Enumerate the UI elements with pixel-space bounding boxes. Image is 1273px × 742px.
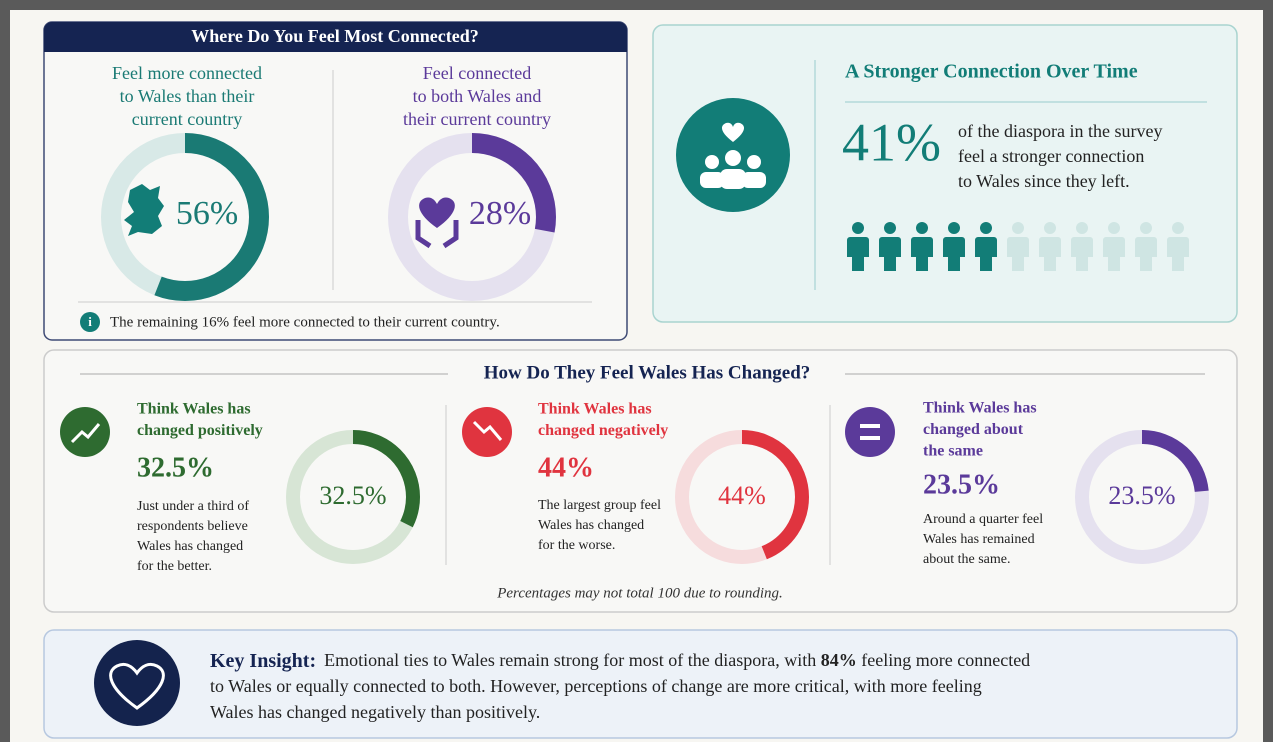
description: about the same. — [923, 552, 1010, 567]
donut-arc — [286, 430, 420, 564]
description: for the worse. — [538, 538, 615, 553]
trend-up-icon — [60, 407, 110, 457]
big-number: 23.5% — [923, 469, 1000, 500]
caption: Think Wales has — [137, 401, 251, 418]
description: Wales has changed — [137, 539, 243, 554]
donut-arc — [101, 133, 269, 301]
caption: Feel more connected — [112, 63, 262, 83]
description: for the better. — [137, 559, 212, 574]
description: of the diaspora in the survey — [958, 121, 1162, 141]
description: The largest group feel — [538, 498, 661, 513]
description: Around a quarter feel — [923, 512, 1043, 527]
description: to Wales since they left. — [958, 171, 1130, 191]
caption: to Wales than their — [120, 86, 255, 106]
equal-glyph — [860, 424, 880, 440]
donut-label: 56% — [176, 195, 238, 232]
title: Where Do You Feel Most Connected? — [191, 26, 478, 46]
big-number: 41% — [842, 112, 941, 172]
title: A Stronger Connection Over Time — [845, 61, 1138, 83]
caption: Feel connected — [423, 63, 531, 83]
info-icon-glyph: i — [88, 314, 92, 329]
insight-line: Key Insight: Emotional ties to Wales rema… — [210, 650, 1030, 672]
caption: changed positively — [137, 422, 263, 439]
handshake-icon — [94, 640, 180, 726]
text: feeling more connected — [857, 650, 1030, 670]
wales-icon — [124, 184, 164, 236]
donut-label: 32.5% — [319, 481, 386, 510]
description: respondents believe — [137, 519, 248, 534]
trend-up-glyph — [70, 423, 101, 444]
description: Just under a third of — [137, 499, 249, 514]
footnote: Percentages may not total 100 due to rou… — [496, 585, 783, 601]
caption: changed about — [923, 421, 1024, 438]
people-icon — [700, 150, 766, 189]
caption: Think Wales has — [923, 400, 1037, 417]
equal-icon — [845, 407, 895, 457]
donut-arc — [388, 133, 556, 301]
note: The remaining 16% feel more connected to… — [110, 314, 500, 330]
caption: current country — [132, 109, 242, 129]
heart-outline — [109, 662, 165, 710]
donut-arc — [675, 430, 809, 564]
caption: changed negatively — [538, 422, 668, 439]
description: feel a stronger connection — [958, 146, 1144, 166]
heart-icon — [419, 197, 455, 228]
caption: the same — [923, 443, 983, 460]
panel-header — [44, 22, 627, 52]
description: Wales has remained — [923, 532, 1035, 547]
big-number: 32.5% — [137, 452, 214, 483]
donut-label: 23.5% — [1108, 481, 1175, 510]
panel — [43, 629, 1238, 739]
text: Emotional ties to Wales remain strong fo… — [324, 650, 821, 670]
highlight: 84% — [821, 650, 857, 670]
insight-line: to Wales or equally connected to both. H… — [210, 676, 982, 696]
caption: Think Wales has — [538, 401, 652, 418]
donut-arc — [1075, 430, 1209, 564]
big-number: 44% — [538, 452, 594, 483]
caption: their current country — [403, 109, 551, 129]
heading: Key Insight: — [210, 650, 316, 672]
title: How Do They Feel Wales Has Changed? — [484, 362, 811, 383]
info-icon — [80, 312, 100, 332]
donut-label: 44% — [718, 481, 766, 510]
heart-icon — [721, 122, 745, 142]
caption: to both Wales and — [413, 86, 542, 106]
trend-down-glyph — [472, 420, 503, 441]
insight-line: Wales has changed negatively than positi… — [210, 702, 540, 722]
donut-label: 28% — [469, 195, 531, 232]
hands-icon — [415, 220, 459, 249]
panel — [43, 349, 1238, 613]
trend-down-icon — [462, 407, 512, 457]
description: Wales has changed — [538, 518, 644, 533]
